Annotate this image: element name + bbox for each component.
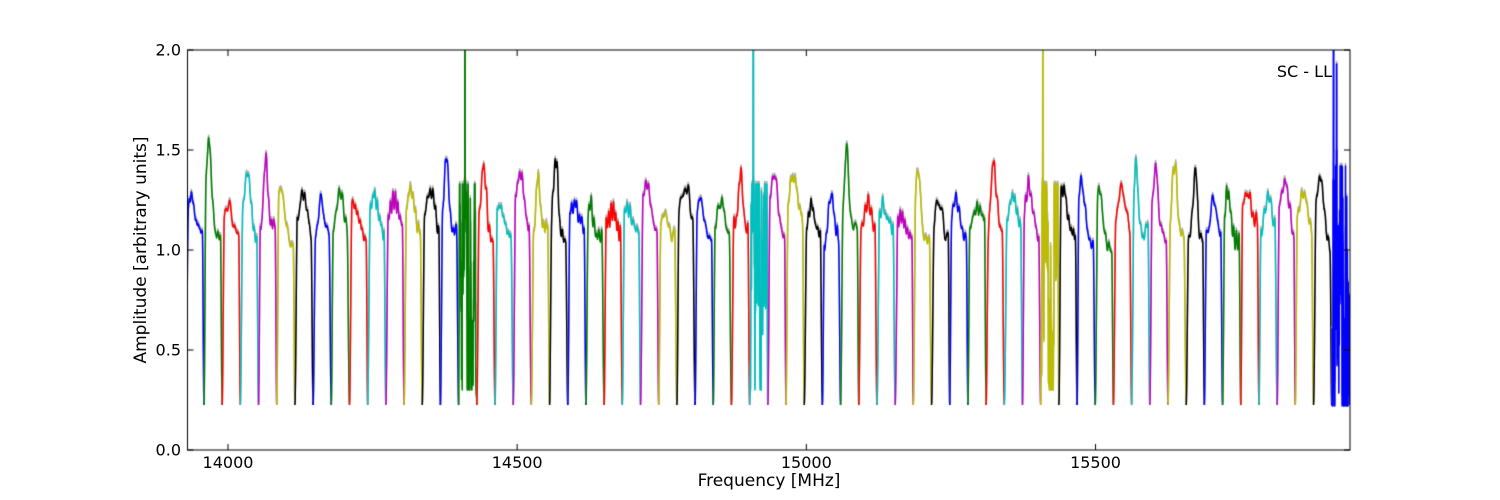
x-tick-label: 14000 xyxy=(202,453,254,472)
x-tick-label: 15500 xyxy=(1070,453,1121,472)
plot-corner-label: SC - LL xyxy=(1276,62,1332,81)
y-tick-label: 2.0 xyxy=(155,40,181,60)
y-tick-label: 1.0 xyxy=(155,240,181,260)
x-axis-title: Frequency [MHz] xyxy=(697,471,841,491)
y-tick-label: 0.0 xyxy=(155,440,181,460)
x-tick-label: 15000 xyxy=(780,453,832,472)
y-tick-label: 0.5 xyxy=(155,340,181,360)
x-tick-label: 14500 xyxy=(491,453,543,472)
y-axis-title: Amplitude [arbitrary units] xyxy=(131,136,151,364)
y-tick-label: 1.5 xyxy=(155,140,181,160)
